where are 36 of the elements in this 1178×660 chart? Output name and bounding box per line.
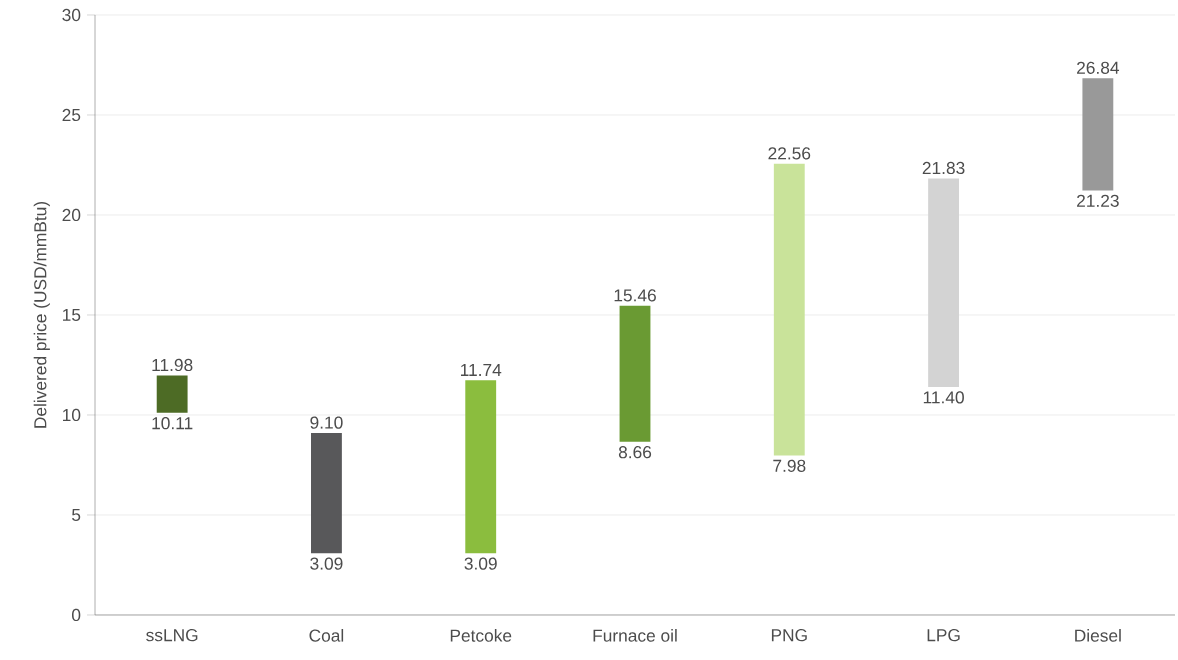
- annotation: 10.11: [152, 417, 193, 430]
- bar: [1082, 78, 1114, 191]
- bar: [619, 305, 651, 442]
- y-tick-label: 25: [62, 108, 81, 122]
- x-tick-label: Coal: [309, 629, 344, 642]
- y-tick-label: 10: [63, 408, 81, 422]
- x-tick-label: ssLNG: [146, 629, 198, 642]
- y-tick-label: 15: [63, 308, 81, 322]
- x-tick-label: PNG: [771, 629, 807, 642]
- annotation: 26.84: [1077, 61, 1120, 74]
- annotation: 15.46: [614, 289, 656, 302]
- annotation: 3.09: [310, 557, 343, 570]
- y-tick-label: 0: [72, 608, 81, 622]
- x-tick-label: Petcoke: [450, 629, 512, 642]
- annotation: 3.09: [464, 557, 497, 570]
- x-tick-label: Diesel: [1075, 629, 1121, 642]
- annotation: 22.56: [768, 147, 811, 160]
- annotation: 11.98: [152, 358, 193, 372]
- bar: [156, 375, 188, 413]
- annotation: 11.74: [460, 364, 502, 376]
- bar: [928, 178, 959, 387]
- annotation: 21.83: [922, 161, 965, 175]
- bar: [311, 432, 342, 554]
- annotation: 8.66: [618, 446, 652, 459]
- annotation: 11.40: [923, 391, 964, 404]
- y-tick-label: 5: [72, 508, 81, 522]
- annotation: 21.23: [1077, 194, 1119, 207]
- bar: [773, 163, 805, 456]
- bar: [465, 380, 497, 554]
- annotation: 7.98: [773, 459, 806, 472]
- y-tick-label: 20: [62, 208, 81, 222]
- annotation: 9.10: [310, 416, 343, 429]
- y-axis-title: Delivered price (USD/mmBtu): [33, 201, 50, 428]
- y-tick-label: 30: [62, 8, 81, 22]
- x-tick-label: LPG: [927, 629, 960, 642]
- x-tick-label: Furnace oil: [593, 629, 677, 642]
